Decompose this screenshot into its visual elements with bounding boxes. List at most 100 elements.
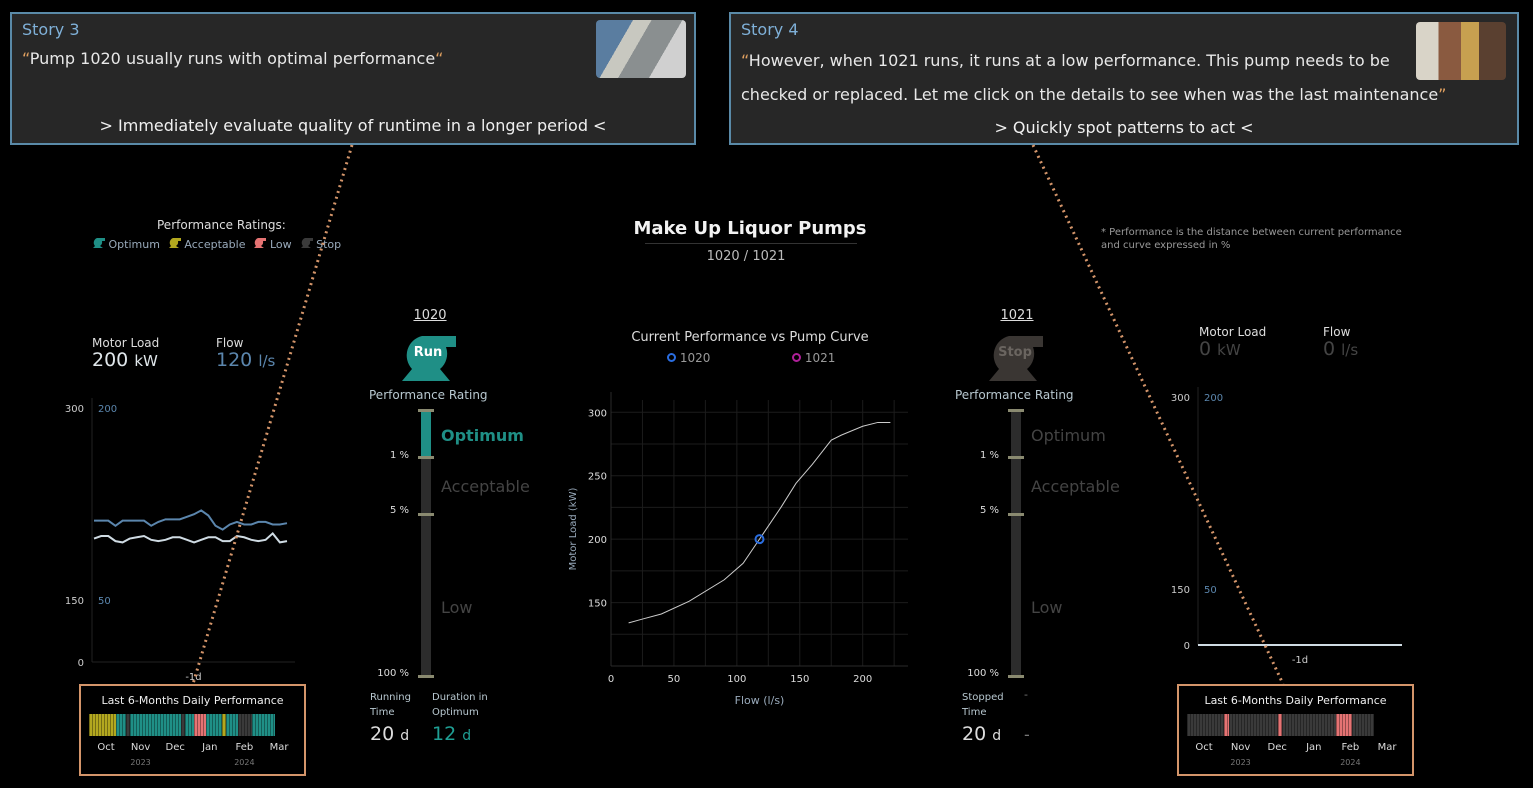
x-tick-label: -1d [1292,655,1308,666]
operating-point-1020 [754,534,765,545]
legend-1020[interactable]: 1020 [667,351,710,365]
gauge-tick [418,675,434,678]
stat2-label: - [1024,688,1028,701]
gauge-tick [1008,513,1024,516]
timeline-segment-optimum[interactable] [115,714,126,736]
pump-state: Stop [998,345,1032,360]
motor-load-label: Motor Load [1199,325,1267,339]
timeline-segment-low[interactable] [194,714,207,736]
pump-curve-line [628,421,891,624]
y-tick-label: 200 [588,535,607,546]
gauge-fill [421,410,431,457]
flow-label: Flow [1323,325,1351,339]
timeline-segment-stop[interactable] [1187,714,1224,736]
pump-curve-chart: 0 50 100 150 200 150 200 250 300 Flow (l/s) Motor … [568,392,908,707]
timeline-segment-stop[interactable] [1351,714,1374,736]
legend-item-acceptable: Acceptable [168,237,245,251]
timeline-segment-stop[interactable] [238,714,253,736]
left-tick-label: 300 [1171,393,1190,404]
timeline-title: Last 6-Months Daily Performance [101,694,284,707]
gauge-tick [418,456,434,459]
timeline-segment-stop[interactable] [1281,714,1336,736]
timeline-segment-optimum[interactable] [252,714,275,736]
pump-icon [254,238,267,248]
y-tick-label: 150 [588,599,607,610]
story-4-box: Story 4 “However, when 1021 runs, it run… [729,12,1519,145]
engineer-photo [596,20,686,78]
x-tick-label: 100 [727,674,746,685]
pump-icon [402,336,456,381]
rating-level-optimum: Optimum [1031,426,1106,445]
gauge-tick-label: 1 % [979,450,999,461]
motor-load-value: 0 kW [1199,338,1241,360]
gauge-tick [418,513,434,516]
pump-icon [300,238,313,248]
legend-1021[interactable]: 1021 [792,351,835,365]
timeline-segment-low[interactable] [1224,714,1229,736]
timeline-segment-stop[interactable] [1228,714,1278,736]
y-axis-label: Motor Load (kW) [568,488,579,571]
story-title: Story 4 [741,20,799,39]
timeline-segment-optimum[interactable] [225,714,239,736]
performance-note: * Performance is the distance between cu… [1101,227,1402,251]
month-label: Nov [130,742,151,753]
gauge-tick-label: 100 % [377,668,409,679]
timeline-segment-low[interactable] [1277,714,1282,736]
stopped-time-label: Stopped Time [962,692,1004,718]
story-subtitle: > Quickly spot patterns to act < [994,118,1254,137]
left-tick-label: 150 [1171,585,1190,596]
page-title: Make Up Liquor Pumps [633,218,867,239]
pump-1021-timeline[interactable]: Last 6-Months Daily Performance Oct Nov Dec… [1177,684,1414,776]
stopped-time-value: 20 d [962,723,1002,745]
story-quote: “However, when 1021 runs, it runs at a l… [741,51,1447,104]
timeline-segment-optimum[interactable] [185,714,195,736]
pump-icon [168,238,181,248]
story-quote: “Pump 1020 usually runs with optimal per… [22,49,444,68]
rating-level-low: Low [1031,598,1063,617]
left-tick-label: 0 [1184,641,1190,652]
pump-1021-trend-chart: 300 150 0 200 50 -1d [1171,387,1402,666]
x-tick-label: 0 [608,674,614,685]
workers-photo [1416,22,1506,80]
rating-level-acceptable: Acceptable [1031,477,1120,496]
x-tick-label: 50 [668,674,681,685]
gauge-tick [1008,456,1024,459]
gauge-tick [418,409,434,412]
pump-id[interactable]: 1021 [1000,308,1034,323]
month-label: Feb [1341,742,1360,753]
timeline-segment-stop[interactable] [180,714,186,736]
pump-1020-timeline[interactable]: Last 6-Months Daily Performance Oct Nov Dec… [79,684,306,776]
flow-value: 0 l/s [1323,338,1359,360]
timeline-bars [89,714,275,736]
timeline-segment-low[interactable] [1335,714,1352,736]
rating-title: Performance Rating [955,388,1074,402]
timeline-segment-acceptable[interactable] [221,714,226,736]
gauge-tick [1008,675,1024,678]
month-label: Jan [202,742,218,753]
story-subtitle: > Immediately evaluate quality of runtim… [99,116,607,135]
legend-item-low: Low [253,237,292,251]
gauge-tick-label: 5 % [979,505,999,516]
rating-title: Performance Rating [369,388,488,402]
optimum-duration-label: Duration in Optimum [432,692,488,718]
month-label: Jan [1306,742,1322,753]
y-tick-label: 300 [588,408,607,419]
gauge-track [1011,410,1021,678]
pump-id[interactable]: 1020 [413,308,447,323]
ratings-legend: Optimum Acceptable Low Stop [92,237,341,251]
year-label: 2023 [1230,758,1251,767]
rating-level-acceptable: Acceptable [441,477,530,496]
timeline-segment-stop[interactable] [125,714,130,736]
motor-load-value: 200 kW [92,349,158,371]
month-label: Mar [1377,742,1397,753]
optimum-duration-value: 12 d [432,723,472,745]
month-label: Dec [165,742,185,753]
timeline-segment-optimum[interactable] [129,714,181,736]
left-tick-label: 150 [65,596,84,607]
x-tick-label: 150 [790,674,809,685]
year-label: 2024 [234,758,255,767]
timeline-segment-acceptable[interactable] [89,714,116,736]
flow-value: 120 l/s [216,349,276,371]
timeline-segment-optimum[interactable] [206,714,222,736]
gauge-tick-label: 1 % [389,450,409,461]
